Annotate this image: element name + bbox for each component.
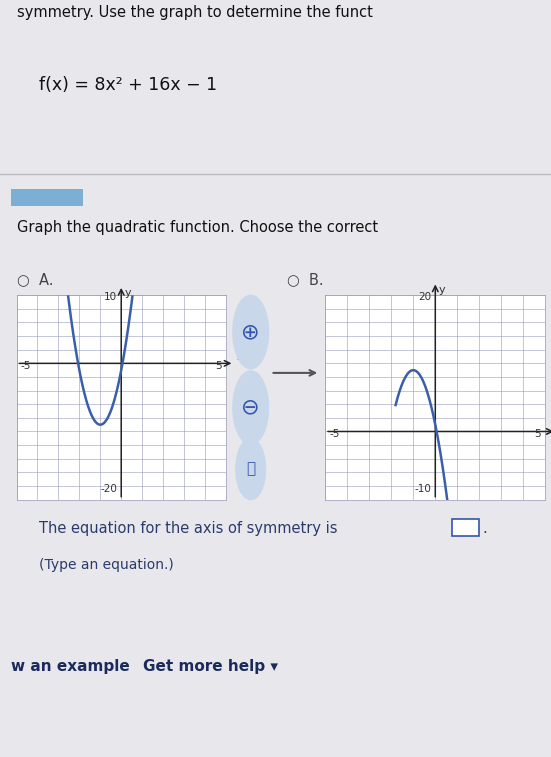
Text: ⊕: ⊕	[241, 322, 260, 342]
Text: -5: -5	[329, 429, 340, 439]
Text: 5: 5	[215, 361, 222, 371]
Text: w an example: w an example	[11, 659, 130, 674]
Text: ○  A.: ○ A.	[17, 272, 53, 287]
Text: ⊖: ⊖	[241, 397, 260, 418]
Text: (Type an equation.): (Type an equation.)	[39, 558, 174, 572]
Circle shape	[233, 295, 268, 369]
Text: Get more help ▾: Get more help ▾	[143, 659, 278, 674]
Text: y: y	[125, 288, 131, 298]
Text: -20: -20	[100, 484, 117, 494]
Text: -10: -10	[414, 484, 431, 494]
Text: symmetry. Use the graph to determine the funct: symmetry. Use the graph to determine the…	[17, 5, 372, 20]
Text: y: y	[439, 285, 445, 295]
Text: f(x) = 8x² + 16x − 1: f(x) = 8x² + 16x − 1	[39, 76, 217, 95]
Text: .: .	[483, 522, 488, 537]
Text: -5: -5	[21, 361, 31, 371]
Text: 5: 5	[534, 429, 541, 439]
Bar	[11, 189, 83, 206]
Text: The equation for the axis of symmetry is: The equation for the axis of symmetry is	[39, 522, 337, 537]
Text: x: x	[236, 352, 243, 362]
Text: ⧉: ⧉	[246, 462, 255, 476]
Bar	[452, 519, 479, 536]
Circle shape	[236, 438, 266, 500]
Text: 10: 10	[104, 291, 117, 302]
Text: ○  B.: ○ B.	[287, 272, 323, 287]
Text: 20: 20	[418, 291, 431, 302]
Text: Graph the quadratic function. Choose the correct: Graph the quadratic function. Choose the…	[17, 220, 377, 235]
Circle shape	[233, 371, 268, 444]
